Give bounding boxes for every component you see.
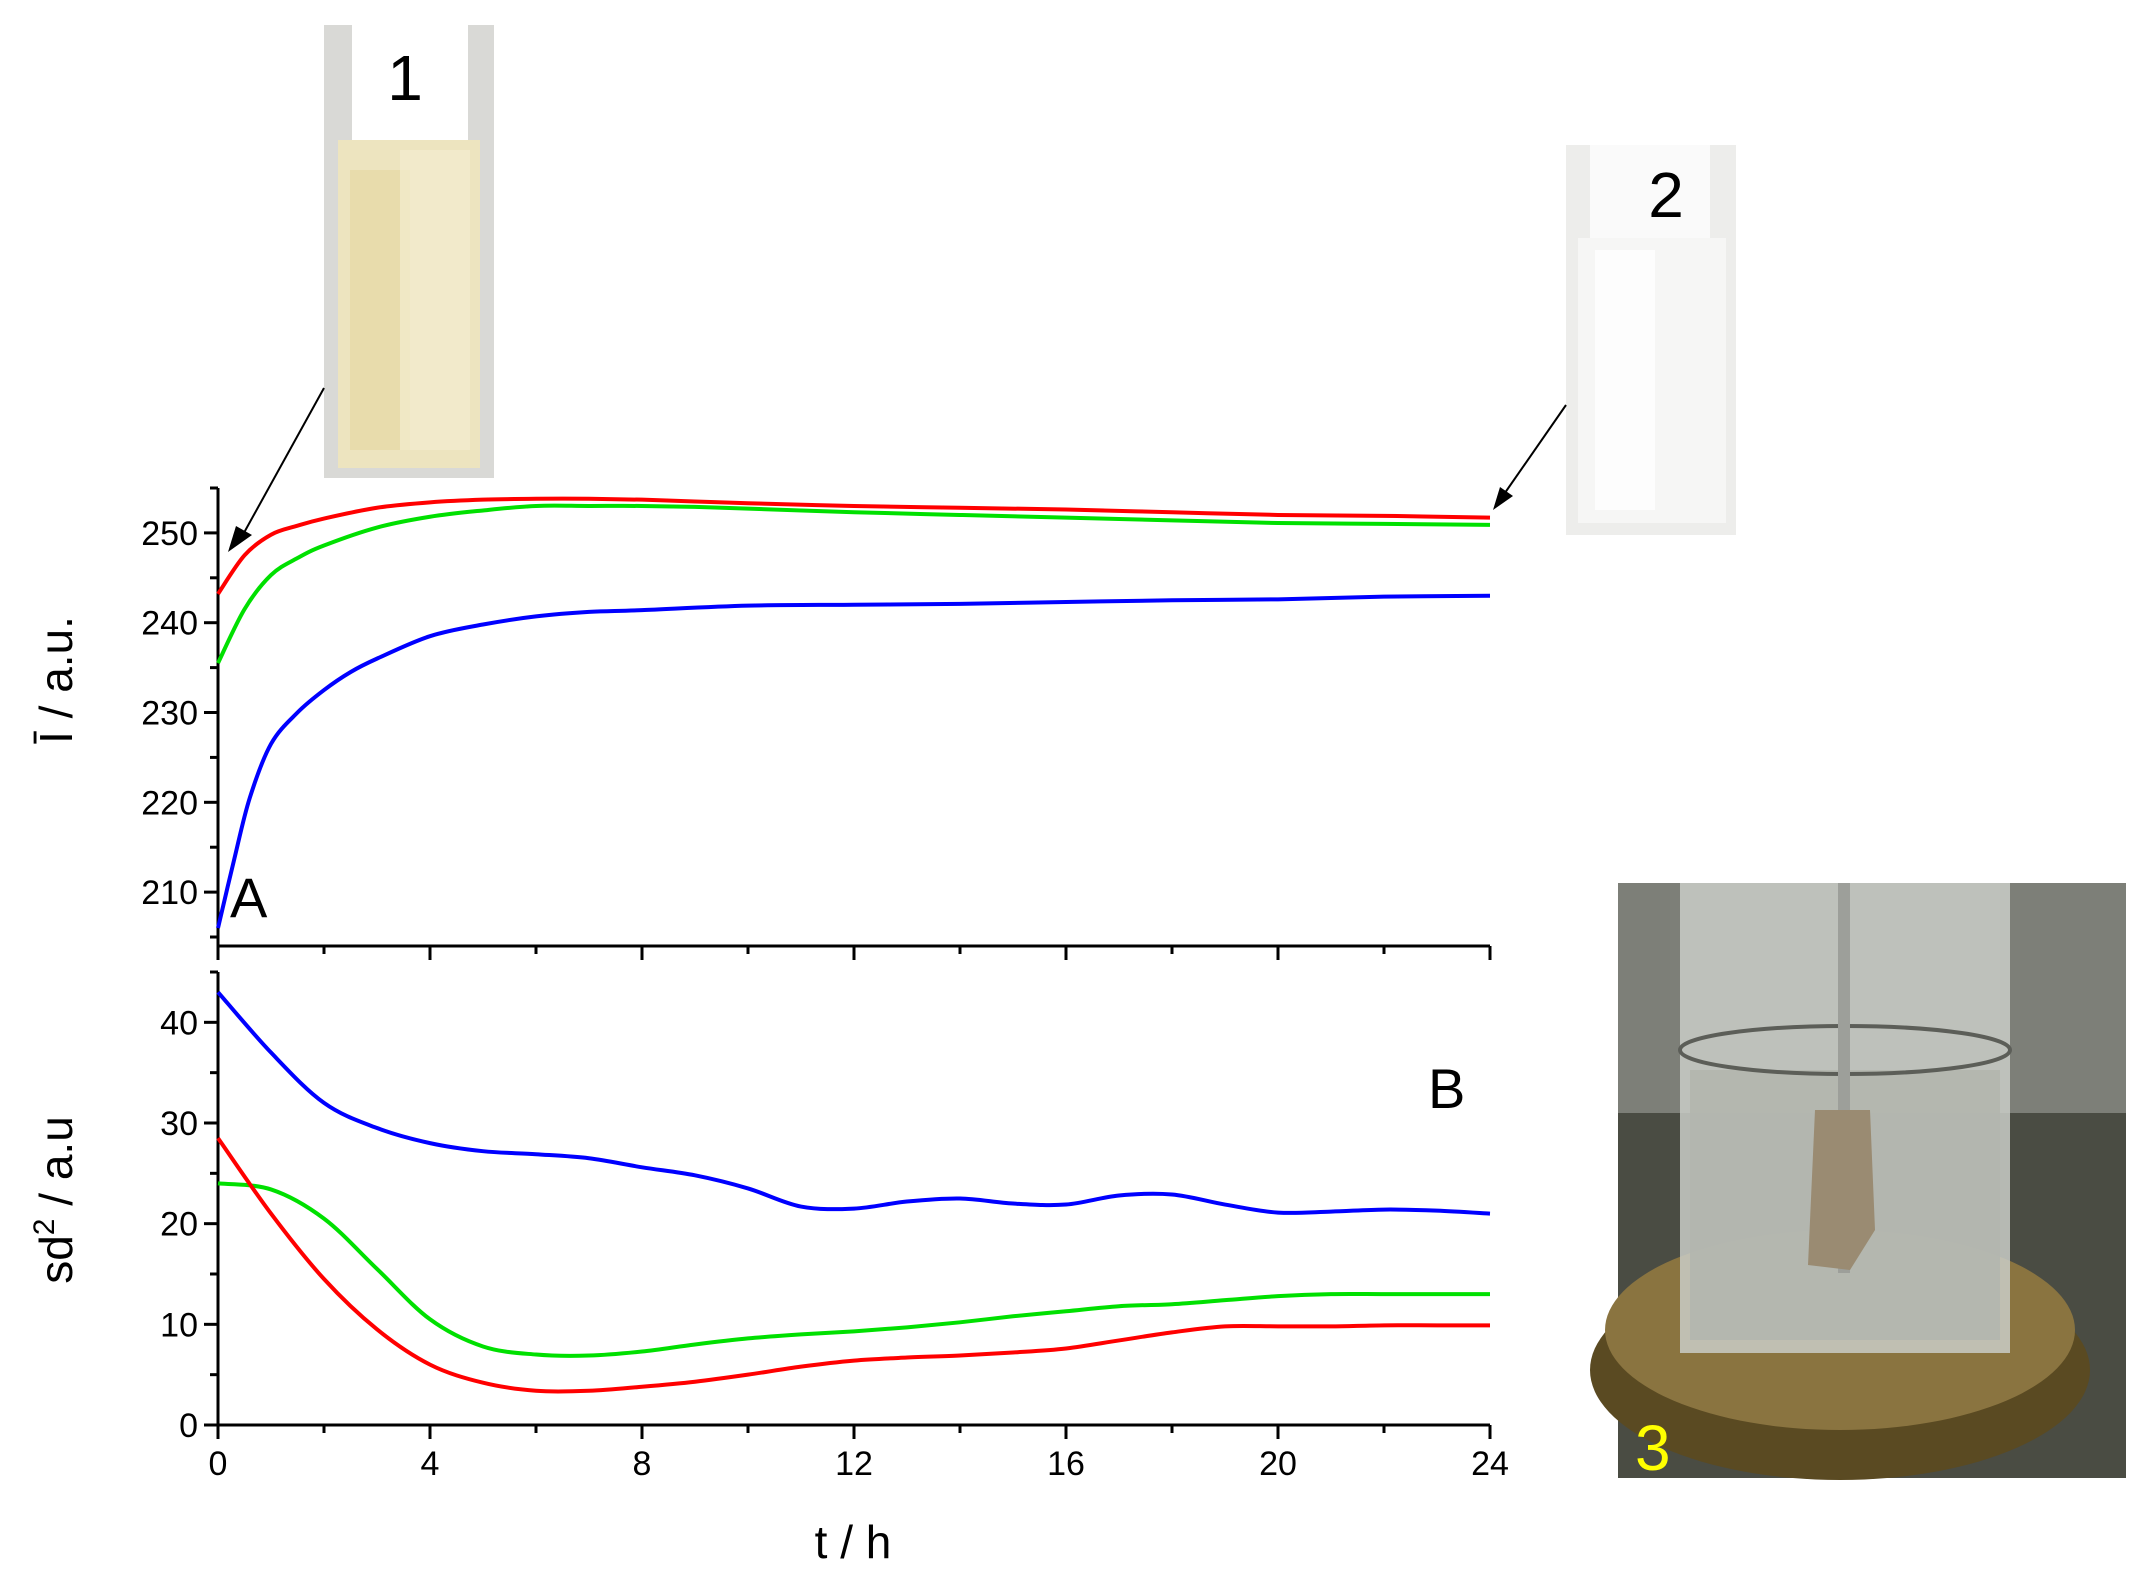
photo-1-cuvette: 1 bbox=[324, 25, 494, 478]
y-tick-label: 250 bbox=[141, 515, 198, 553]
photo-2-cuvette: 2 bbox=[1566, 145, 1736, 535]
y-tick-label: 0 bbox=[179, 1407, 198, 1445]
photo-2-label: 2 bbox=[1648, 159, 1684, 231]
y-tick-label: 210 bbox=[141, 874, 198, 912]
panel-b: 0 10 20 30 40 0 4 8 12 16 20 24 B sd2 / a.u t / h bbox=[28, 970, 1509, 1568]
x-tick-label: 0 bbox=[209, 1445, 228, 1483]
panel-a-series-1-line bbox=[216, 503, 1491, 665]
x-tick-label: 4 bbox=[421, 1445, 440, 1483]
x-tick-label: 16 bbox=[1047, 1445, 1085, 1483]
y-tick-label: 220 bbox=[141, 784, 198, 822]
arrow-2 bbox=[1499, 404, 1567, 501]
panel-b-y-title: sd2 / a.u bbox=[28, 1116, 82, 1284]
y-tick-label: 240 bbox=[141, 605, 198, 643]
panel-a-x-ticks bbox=[216, 946, 1492, 960]
panel-b-series bbox=[216, 990, 1491, 1394]
photo-3-beaker: 3 bbox=[1590, 883, 2126, 1484]
panel-a-y-title: Ī / a.u. bbox=[30, 616, 82, 744]
panel-a-series-2-line bbox=[216, 593, 1491, 929]
y-tick-label: 20 bbox=[160, 1206, 198, 1244]
panel-a: 210 220 230 240 250 A Ī / a.u. bbox=[30, 486, 1492, 960]
panel-b-series-1-line bbox=[217, 1181, 1490, 1358]
panel-b-y-ticks: 0 10 20 30 40 bbox=[160, 970, 218, 1445]
panel-a-label: A bbox=[230, 866, 268, 929]
panel-a-series bbox=[216, 496, 1491, 929]
panel-a-series-0-line bbox=[216, 496, 1491, 596]
y-tick-label: 10 bbox=[160, 1306, 198, 1344]
panel-b-x-ticks: 0 4 8 12 16 20 24 bbox=[209, 1425, 1509, 1483]
x-tick-label: 8 bbox=[633, 1445, 652, 1483]
y-tick-label: 40 bbox=[160, 1004, 198, 1042]
x-tick-label: 20 bbox=[1259, 1445, 1297, 1483]
panel-b-series-0-line bbox=[216, 990, 1491, 1216]
x-tick-label: 12 bbox=[835, 1445, 873, 1483]
panel-a-y-ticks: 210 220 230 240 250 bbox=[141, 486, 218, 939]
arrow-2-head bbox=[1493, 487, 1513, 510]
arrow-1 bbox=[239, 387, 325, 541]
x-axis-title: t / h bbox=[815, 1516, 892, 1568]
panel-b-label: B bbox=[1428, 1057, 1465, 1120]
x-tick-label: 24 bbox=[1471, 1445, 1509, 1483]
photo-3-label: 3 bbox=[1635, 1412, 1671, 1484]
photo-1-label: 1 bbox=[387, 42, 423, 114]
y-tick-label: 230 bbox=[141, 695, 198, 733]
panel-b-series-2-line bbox=[216, 1136, 1490, 1394]
arrow-1-head bbox=[228, 526, 252, 552]
y-tick-label: 30 bbox=[160, 1105, 198, 1143]
